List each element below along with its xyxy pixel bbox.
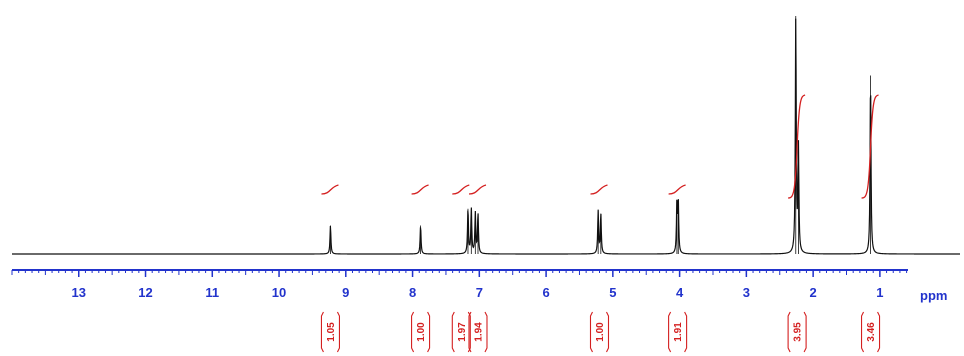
x-tick-label: 8 [409, 285, 416, 300]
x-axis-unit-label: ppm [920, 288, 947, 303]
integral-bracket-right [467, 311, 471, 353]
integral-curve-0 [321, 184, 339, 195]
x-tick-label: 2 [810, 285, 817, 300]
integral-bracket-right [684, 311, 688, 353]
x-tick-label: 1 [876, 285, 883, 300]
integral-curve-2 [452, 184, 470, 195]
x-tick-label: 3 [743, 285, 750, 300]
integral-value: 1.97 [457, 322, 468, 342]
integral-label-3: 1.94 [468, 311, 488, 353]
integral-value: 3.95 [793, 322, 804, 342]
integral-value: 1.00 [416, 322, 427, 342]
spectrum-trace [12, 18, 960, 255]
integral-bracket-left [860, 311, 865, 353]
x-tick-label: 6 [542, 285, 549, 300]
x-tick-label: 12 [138, 285, 152, 300]
major-tick-labels: 13 12 11 10 9 8 7 6 5 4 3 2 1 [72, 270, 884, 300]
integral-curve-1 [411, 184, 429, 195]
integral-label-5: 1.91 [668, 311, 688, 353]
integral-curve-7 [861, 94, 879, 199]
x-tick-label: 7 [476, 285, 483, 300]
integral-label-4: 1.00 [589, 311, 610, 353]
integral-value: 1.00 [595, 322, 606, 342]
integral-bracket-right [803, 311, 807, 353]
minor-ticks [11, 270, 908, 275]
integral-curve-4 [590, 184, 608, 195]
integral-bracket-left [320, 311, 324, 353]
integral-bracket-left [589, 311, 593, 353]
ppm-axis: 13 12 11 10 9 8 7 6 5 4 3 2 1 ppm [11, 269, 947, 303]
integral-label-7: 3.46 [860, 311, 881, 353]
integral-curve-3 [468, 184, 487, 195]
spectrum-layer [12, 16, 960, 255]
integral-bracket-right [484, 311, 488, 353]
integral-bracket-left [468, 311, 472, 353]
integral-bracket-right [606, 311, 610, 353]
integral-bracket-left [451, 311, 455, 353]
integral-bracket-left [668, 311, 672, 353]
integral-label-6: 3.95 [787, 311, 807, 353]
integral-value: 1.94 [473, 322, 484, 342]
integral-label-0: 1.05 [320, 311, 340, 353]
integral-value: 1.91 [673, 322, 684, 342]
x-tick-label: 11 [205, 285, 219, 300]
integral-curve-5 [668, 184, 686, 195]
integral-bracket-left [411, 311, 415, 353]
integral-bracket-right [336, 311, 340, 353]
integral-bracket-left [787, 311, 791, 353]
x-tick-label: 9 [342, 285, 349, 300]
x-tick-label: 10 [272, 285, 286, 300]
x-tick-label: 4 [676, 285, 684, 300]
integral-value: 3.46 [866, 322, 877, 342]
integral-curves [321, 94, 879, 199]
integral-curve-6 [788, 94, 806, 199]
x-tick-label: 13 [72, 285, 86, 300]
integral-label-2: 1.97 [451, 311, 471, 353]
integral-labels: 1.05 1.00 1.97 1.94 1.00 1.91 3.95 3.46 [320, 311, 881, 353]
integral-value: 1.05 [326, 322, 337, 342]
integral-bracket-right [427, 311, 431, 353]
integral-bracket-right [877, 311, 881, 353]
x-tick-label: 5 [609, 285, 616, 300]
integral-label-1: 1.00 [411, 311, 431, 353]
